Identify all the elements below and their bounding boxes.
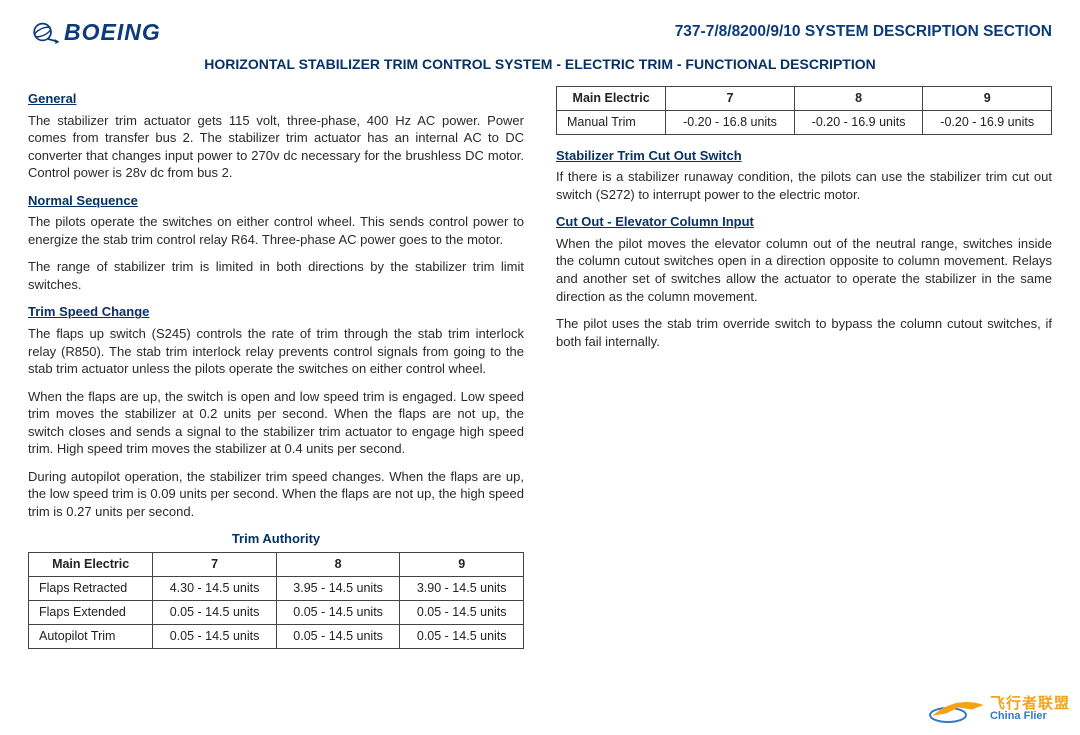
table-row: Flaps Extended 0.05 - 14.5 units 0.05 - … [29,600,524,624]
watermark-text: 飞行者联盟 China Flier [990,696,1070,722]
heading-column-input: Cut Out - Elevator Column Input [556,213,1052,231]
th: 9 [923,87,1052,111]
td: 3.90 - 14.5 units [400,576,524,600]
para-column-2: The pilot uses the stab trim override sw… [556,315,1052,350]
th: 7 [666,87,795,111]
td: Flaps Retracted [29,576,153,600]
table-row: Manual Trim -0.20 - 16.8 units -0.20 - 1… [557,110,1052,134]
para-general-1: The stabilizer trim actuator gets 115 vo… [28,112,524,182]
th: Main Electric [557,87,666,111]
td: -0.20 - 16.9 units [794,110,923,134]
th: 9 [400,553,524,577]
td: 0.05 - 14.5 units [153,600,277,624]
doc-id: 737-7/8/8200/9/10 SYSTEM DESCRIPTION SEC… [675,23,1052,41]
page-title: HORIZONTAL STABILIZER TRIM CONTROL SYSTE… [28,56,1052,72]
para-normal-2: The range of stabilizer trim is limited … [28,258,524,293]
watermark-en: China Flier [990,711,1070,722]
brand-logo: BOEING [28,18,161,46]
table-row: Autopilot Trim 0.05 - 14.5 units 0.05 - … [29,624,524,648]
td: Autopilot Trim [29,624,153,648]
content-columns: General The stabilizer trim actuator get… [28,84,1052,649]
th: 7 [153,553,277,577]
watermark-plane-icon [928,691,984,727]
td: -0.20 - 16.9 units [923,110,1052,134]
td: Flaps Extended [29,600,153,624]
watermark: 飞行者联盟 China Flier [928,691,1070,727]
watermark-cn: 飞行者联盟 [990,696,1070,711]
para-cutout-1: If there is a stabilizer runaway conditi… [556,168,1052,203]
header-row: BOEING 737-7/8/8200/9/10 SYSTEM DESCRIPT… [28,18,1052,46]
td: 0.05 - 14.5 units [153,624,277,648]
brand-text: BOEING [64,19,161,46]
table-caption-trim-authority: Trim Authority [28,530,524,548]
td: -0.20 - 16.8 units [666,110,795,134]
para-normal-1: The pilots operate the switches on eithe… [28,213,524,248]
th: Main Electric [29,553,153,577]
heading-trim-speed: Trim Speed Change [28,303,524,321]
page-root: BOEING 737-7/8/8200/9/10 SYSTEM DESCRIPT… [0,0,1080,659]
trim-authority-table: Main Electric 7 8 9 Flaps Retracted 4.30… [28,552,524,649]
td: 3.95 - 14.5 units [276,576,400,600]
para-speed-1: The flaps up switch (S245) controls the … [28,325,524,378]
th: 8 [276,553,400,577]
td: 0.05 - 14.5 units [400,600,524,624]
para-column-1: When the pilot moves the elevator column… [556,235,1052,305]
td: 0.05 - 14.5 units [276,624,400,648]
heading-normal-sequence: Normal Sequence [28,192,524,210]
table-row: Flaps Retracted 4.30 - 14.5 units 3.95 -… [29,576,524,600]
td: 4.30 - 14.5 units [153,576,277,600]
right-column: Main Electric 7 8 9 Manual Trim -0.20 - … [556,84,1052,649]
td: Manual Trim [557,110,666,134]
manual-trim-table: Main Electric 7 8 9 Manual Trim -0.20 - … [556,86,1052,135]
th: 8 [794,87,923,111]
td: 0.05 - 14.5 units [400,624,524,648]
boeing-globe-icon [28,18,60,46]
heading-cutout-switch: Stabilizer Trim Cut Out Switch [556,147,1052,165]
td: 0.05 - 14.5 units [276,600,400,624]
heading-general: General [28,90,524,108]
para-speed-2: When the flaps are up, the switch is ope… [28,388,524,458]
left-column: General The stabilizer trim actuator get… [28,84,524,649]
para-speed-3: During autopilot operation, the stabiliz… [28,468,524,521]
